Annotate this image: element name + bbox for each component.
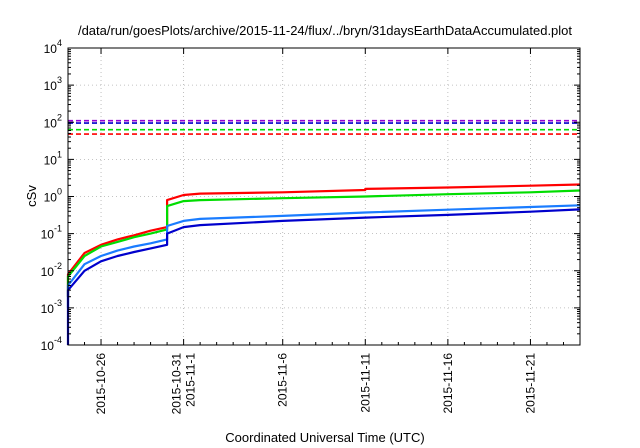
y-tick-exponent: 3: [57, 75, 62, 85]
chart-title: /data/run/goesPlots/archive/2015-11-24/f…: [78, 23, 572, 38]
series-group: [66, 119, 581, 345]
y-tick-label: 104: [44, 38, 62, 56]
y-tick-label: 100: [44, 187, 62, 205]
x-tick-label: 2015-11-1: [184, 353, 198, 407]
x-tick-label: 2015-11-16: [441, 353, 455, 414]
y-tick-exponent: 1: [57, 149, 62, 159]
x-tick-label: 2015-11-21: [523, 353, 537, 414]
series-line-1: [66, 189, 581, 297]
y-tick-label: 10-4: [41, 335, 62, 353]
y-tick-label: 10-1: [41, 224, 62, 242]
y-tick-label: 10-2: [41, 261, 62, 279]
y-tick-label: 101: [44, 149, 62, 167]
y-tick-exponent: 0: [57, 187, 62, 197]
y-axis-label: cSv: [24, 185, 39, 207]
y-tick-label: 103: [44, 75, 62, 93]
y-tick-exponent: -2: [54, 261, 62, 271]
y-tick-label: 10-3: [41, 298, 62, 316]
y-tick-exponent: -1: [54, 224, 62, 234]
x-tick-label: 2015-10-31: [170, 353, 184, 415]
series-line-0: [66, 183, 581, 297]
x-tick-label: 2015-11-6: [276, 353, 290, 407]
x-tick-label: 2015-10-26: [94, 353, 108, 415]
y-tick-exponent: -3: [54, 298, 62, 308]
series-line-2: [66, 204, 581, 308]
series-line-3: [66, 208, 581, 345]
y-tick-label: 102: [44, 112, 62, 130]
y-tick-exponent: 4: [57, 38, 62, 48]
x-ticks: 2015-10-26 2015-10-31 2015-11-1 2015-11-6 20…: [67, 48, 581, 415]
y-tick-exponent: -4: [54, 335, 62, 345]
x-axis-label: Coordinated Universal Time (UTC): [225, 430, 424, 445]
x-tick-label: 2015-11-11: [358, 353, 372, 413]
y-tick-exponent: 2: [57, 112, 62, 122]
